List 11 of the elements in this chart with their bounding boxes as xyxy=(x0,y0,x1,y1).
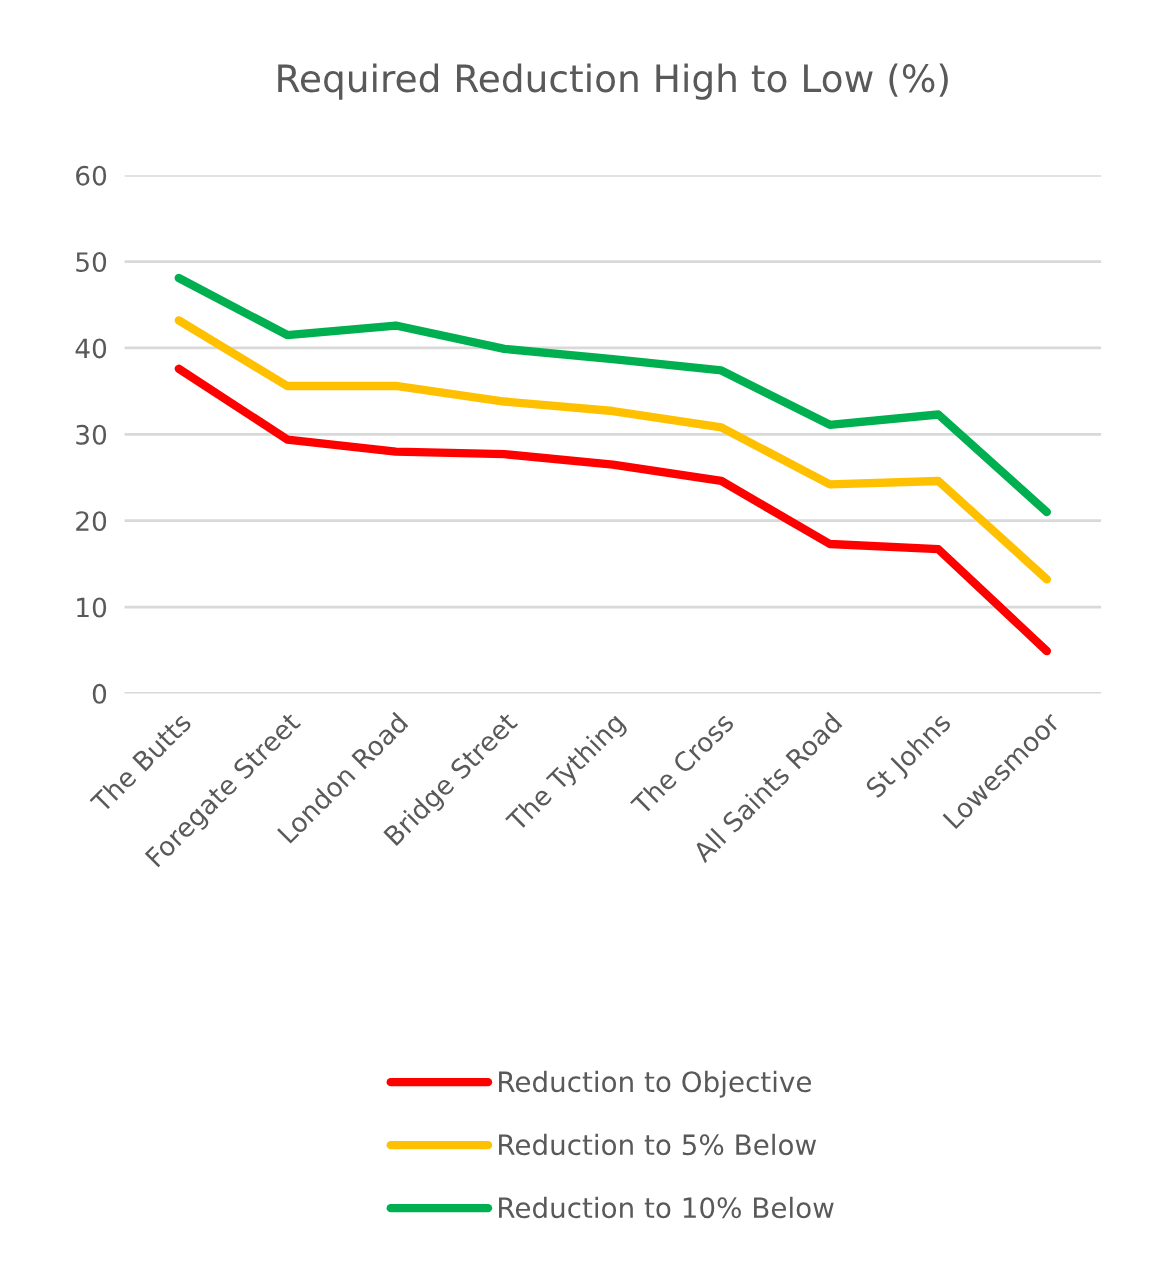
y-tick-label: 10 xyxy=(77,597,107,618)
y-tick-label: 40 xyxy=(75,338,107,359)
y-tick-label: 60 xyxy=(76,165,107,186)
y-tick-label: 20 xyxy=(76,511,107,532)
legend-label: Reduction to 5% Below xyxy=(499,1133,817,1156)
y-tick-label: 50 xyxy=(76,252,107,273)
y-tick-label: 30 xyxy=(76,424,107,445)
y-tick-label: 0 xyxy=(92,683,107,704)
chart-title: Required Reduction High to Low (%) xyxy=(278,63,948,100)
legend-label: Reduction to 10% Below xyxy=(499,1196,834,1219)
legend-label: Reduction to Objective xyxy=(499,1070,811,1098)
